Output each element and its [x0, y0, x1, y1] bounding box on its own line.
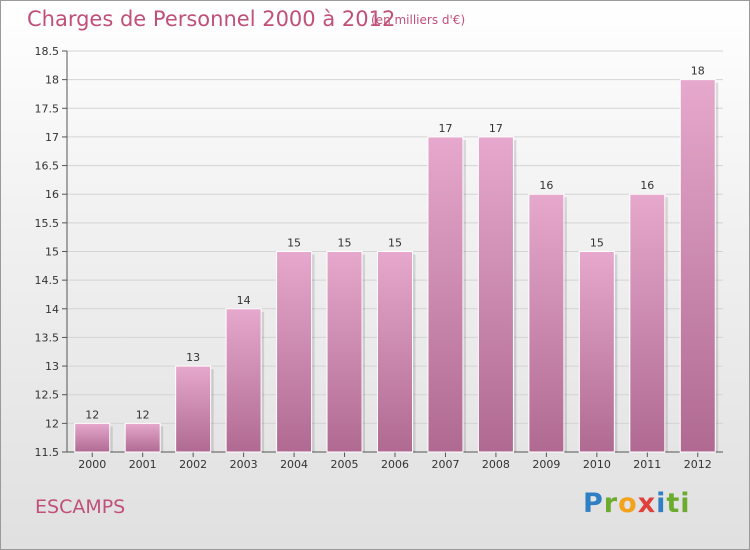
- x-tick-label: 2004: [280, 458, 308, 471]
- y-tick-label: 12.5: [35, 389, 60, 402]
- bar-value-label: 12: [136, 408, 150, 421]
- logo-letter: x: [637, 488, 657, 519]
- y-tick-label: 14.5: [35, 274, 60, 287]
- bar-value-label: 16: [640, 179, 654, 192]
- city-name: ESCAMPS: [35, 496, 126, 518]
- y-tick-label: 11.5: [35, 446, 60, 459]
- bar: [74, 422, 111, 453]
- bar-value-label: 17: [489, 122, 503, 135]
- bar-value-label: 14: [237, 294, 251, 307]
- y-tick-label: 18: [45, 74, 59, 87]
- y-tick-label: 18.5: [35, 45, 60, 58]
- bar-value-label: 15: [590, 237, 604, 250]
- bar-value-label: 15: [338, 237, 352, 250]
- logo-letter: i: [656, 488, 667, 519]
- bar-value-label: 16: [539, 179, 553, 192]
- bar-value-label: 15: [287, 237, 301, 250]
- x-tick-label: 2005: [331, 458, 359, 471]
- x-tick-label: 2006: [381, 458, 409, 471]
- bar: [679, 79, 716, 453]
- bar: [326, 251, 363, 453]
- x-tick-label: 2009: [532, 458, 560, 471]
- bar: [377, 251, 413, 453]
- y-tick-label: 13.5: [35, 331, 60, 344]
- y-tick-label: 16.5: [35, 160, 60, 173]
- y-tick-label: 17.5: [35, 102, 60, 115]
- y-tick-label: 15: [45, 246, 59, 259]
- x-tick-label: 2008: [482, 458, 510, 471]
- labels: 11.5 12 12.5 13 13.5 14 14.5 15 15.5 16 16.5 17 17.5…: [35, 45, 712, 471]
- x-tick-label: 2002: [179, 458, 207, 471]
- bars: [74, 79, 719, 453]
- y-tick-label: 13: [45, 360, 59, 373]
- bar: [175, 365, 212, 453]
- logo-letter: o: [618, 488, 638, 519]
- x-tick-label: 2011: [633, 458, 661, 471]
- bar: [225, 308, 262, 453]
- bar: [528, 193, 565, 453]
- logo-letter: P: [583, 488, 604, 519]
- logo-letter: r: [603, 488, 619, 519]
- bar: [124, 422, 161, 453]
- x-tick-label: 2003: [230, 458, 258, 471]
- x-tick-label: 2000: [78, 458, 106, 471]
- logo-letter: t: [666, 488, 681, 519]
- bar-value-label: 13: [186, 351, 200, 364]
- logo-letter: i: [680, 488, 691, 519]
- chart-title: Charges de Personnel 2000 à 2012: [27, 7, 396, 31]
- bar-value-label: 17: [438, 122, 452, 135]
- bar-value-label: 15: [388, 237, 402, 250]
- chart-subtitle: (en milliers d'€): [371, 13, 466, 27]
- bar: [276, 251, 313, 453]
- y-tick-label: 12: [45, 417, 59, 430]
- bar-value-label: 12: [85, 408, 99, 421]
- x-tick-label: 2007: [431, 458, 459, 471]
- bar: [477, 136, 514, 453]
- y-tick-label: 17: [45, 131, 59, 144]
- bar: [578, 251, 615, 453]
- proxiti-logo: Proxiti: [583, 488, 691, 519]
- x-tick-label: 2012: [684, 458, 712, 471]
- y-tick-label: 16: [45, 188, 59, 201]
- y-tick-label: 14: [45, 303, 59, 316]
- y-tick-label: 15.5: [35, 217, 60, 230]
- bar: [427, 136, 464, 453]
- x-tick-label: 2001: [129, 458, 157, 471]
- bar: [629, 193, 666, 453]
- bar-value-label: 18: [691, 65, 705, 78]
- x-tick-label: 2010: [583, 458, 611, 471]
